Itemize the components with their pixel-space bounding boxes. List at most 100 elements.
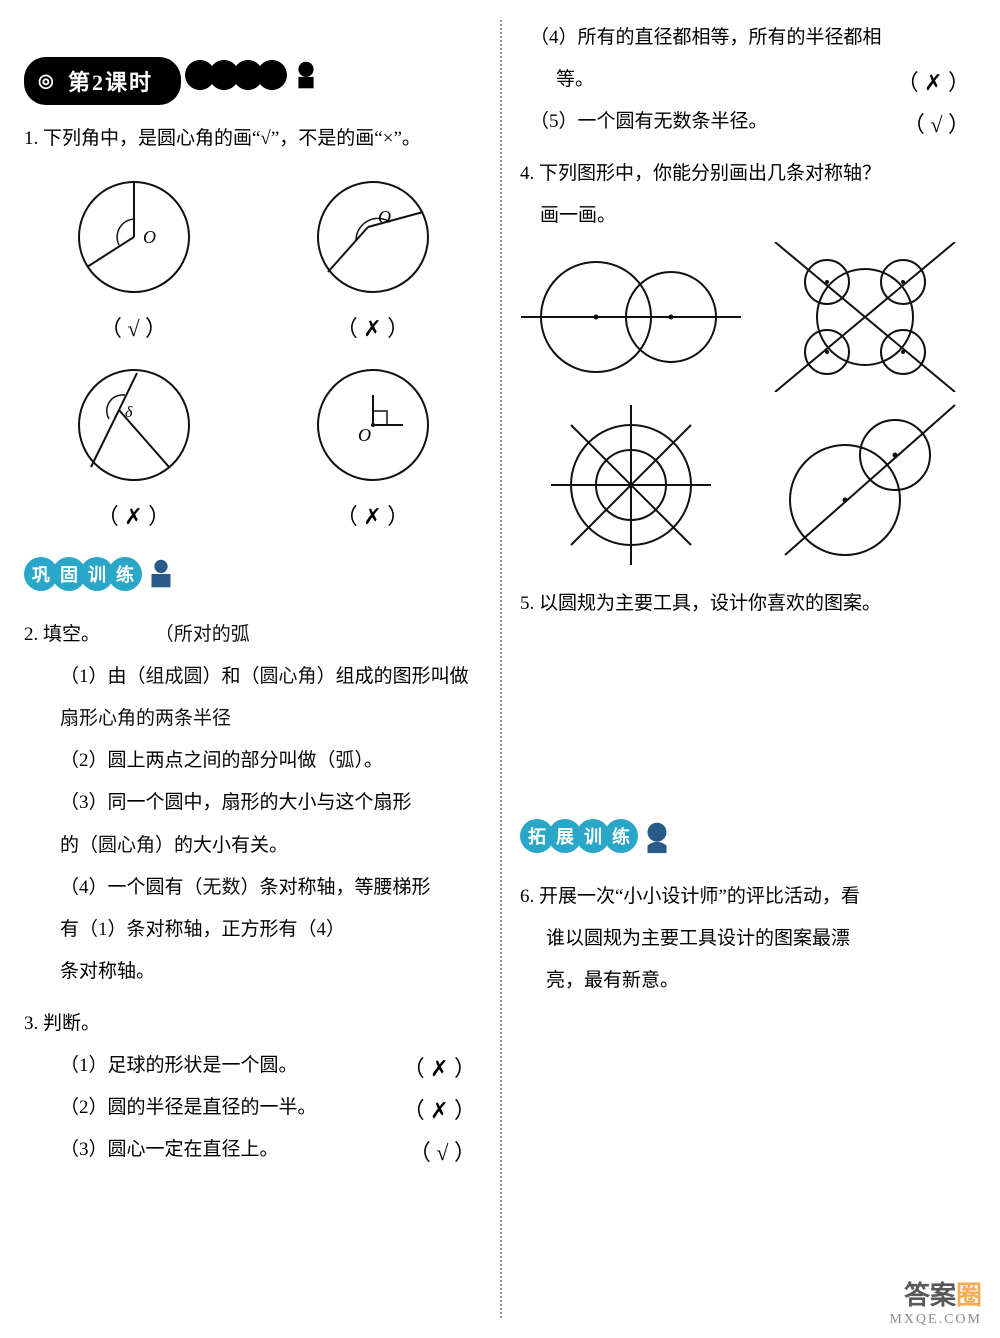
t: ）的大小有关。 — [155, 835, 288, 856]
question-3: 3. 判断。 — [24, 1006, 482, 1042]
blob-blue-icon: 练 — [604, 819, 638, 853]
q1-text: 下列角中，是圆心角的画“√”，不是的画“×”。 — [43, 128, 421, 149]
mark: （ ✗ ） — [403, 1048, 476, 1090]
question-4: 4. 下列图形中，你能分别画出几条对称轴？ — [520, 156, 976, 192]
q1-mark-b: （ ✗ ） — [263, 311, 482, 343]
t: 有（ — [60, 919, 98, 940]
q3-s4: （4）所有的直径都相等，所有的半径都相 — [520, 20, 976, 56]
blob-blue-icon: 练 — [108, 557, 142, 591]
q6-text: 开展一次“小小设计师”的评比活动，看 — [539, 886, 860, 907]
q5-text: 以圆规为主要工具，设计你喜欢的图案。 — [539, 593, 881, 614]
q4-num: 4. — [520, 163, 534, 184]
svg-text:δ: δ — [125, 404, 133, 421]
q2-s3b: 的（圆心角）的大小有关。 — [24, 828, 482, 864]
q3-s3: （3）圆心一定在直径上。 （ √ ） — [24, 1132, 482, 1168]
q4-row1 — [520, 242, 976, 392]
q2-s4b: 有（1）条对称轴，正方形有（4） — [24, 912, 482, 948]
circle-diagram-c: δ — [59, 355, 209, 495]
t: ） — [326, 919, 345, 940]
q1-cell-d: O （ ✗ ） — [263, 355, 482, 531]
t: 条对称轴。 — [60, 961, 155, 982]
t: 亮，最有新意。 — [546, 970, 679, 991]
wm-b: 圈 — [956, 1281, 982, 1310]
t: （4）一个圆有（ — [60, 877, 203, 898]
q2-s2: （2）圆上两点之间的部分叫做（弧）。 — [24, 743, 482, 779]
cartoon-icon — [142, 555, 180, 593]
q1-mark-a: （ √ ） — [24, 311, 243, 343]
q1-num: 1. — [24, 128, 38, 149]
t: （2）圆的半径是直径的一半。 — [60, 1097, 317, 1118]
t: （1）足球的形状是一个圆。 — [60, 1055, 298, 1076]
q3-s2: （2）圆的半径是直径的一半。 （ ✗ ） — [24, 1090, 482, 1126]
q4-text: 下列图形中，你能分别画出几条对称轴？ — [539, 163, 881, 184]
t: ）。 — [355, 750, 384, 771]
q6-text3: 亮，最有新意。 — [520, 963, 976, 999]
ans: 扇形 — [60, 708, 98, 729]
q1-cell-c: δ （ ✗ ） — [24, 355, 243, 531]
q1-cell-b: O （ ✗ ） — [263, 167, 482, 343]
blob-icon — [257, 60, 287, 90]
q4-text2: 画一画。 — [520, 198, 976, 234]
q2-s1: （1）由（组成圆）和（圆心角）组成的图形叫做 — [24, 659, 482, 695]
question-2: 2. 填空。 （所对的弧 — [24, 617, 482, 653]
q1-circle-grid: O （ √ ） O （ ✗ ） — [24, 167, 482, 531]
q3-s1: （1）足球的形状是一个圆。 （ ✗ ） — [24, 1048, 482, 1084]
q6-text2: 谁以圆规为主要工具设计的图案最漂 — [520, 921, 976, 957]
svg-text:O: O — [358, 425, 371, 445]
question-1: 1. 下列角中，是圆心角的画“√”，不是的画“×”。 — [24, 121, 482, 157]
q3-text: 判断。 — [43, 1013, 100, 1034]
q3-s4b: 等。 （ ✗ ） — [520, 62, 976, 98]
cartoon-icon — [287, 56, 325, 94]
ans: 4 — [317, 919, 327, 940]
q5-num: 5. — [520, 593, 534, 614]
q2-hand-top: （所对的弧 — [155, 624, 250, 645]
mark: （ ✗ ） — [897, 62, 970, 104]
ans: 心角的两条半径 — [98, 708, 231, 729]
t: ）和（ — [203, 666, 260, 687]
q1-mark-d: （ ✗ ） — [263, 499, 482, 531]
q4-diagram-c — [521, 400, 741, 570]
q2-s4: （4）一个圆有（无数）条对称轴，等腰梯形 — [24, 870, 482, 906]
wm-a: 答案 — [904, 1281, 956, 1310]
t: ）条对称轴，等腰梯形 — [241, 877, 431, 898]
q2-text: 填空。 — [43, 624, 100, 645]
ans: 弧 — [336, 750, 355, 771]
ans: 圆心角 — [260, 666, 317, 687]
q1-cell-a: O （ √ ） — [24, 167, 243, 343]
cartoon-icon — [638, 817, 676, 855]
ans: 组成圆 — [146, 666, 203, 687]
q1-mark-c: （ ✗ ） — [24, 499, 243, 531]
question-6: 6. 开展一次“小小设计师”的评比活动，看 — [520, 879, 976, 915]
q4-row2 — [520, 400, 976, 570]
section-consolidate: 巩 固 训 练 — [24, 555, 180, 593]
svg-text:O: O — [378, 207, 391, 227]
t: ）条对称轴，正方形有（ — [108, 919, 317, 940]
t: ）组成的图形叫做 — [317, 666, 469, 687]
ans: 1 — [98, 919, 108, 940]
circle-diagram-b: O — [298, 167, 448, 307]
t: （5）一个圆有无数条半径。 — [530, 111, 768, 132]
ans: 无数 — [203, 877, 241, 898]
ans: 圆心角 — [98, 835, 155, 856]
t: 的（ — [60, 835, 98, 856]
wm-url: MXQE.COM — [889, 1312, 982, 1328]
mark: （ ✗ ） — [403, 1090, 476, 1132]
question-5: 5. 以圆规为主要工具，设计你喜欢的图案。 — [520, 586, 976, 622]
q3-s5: （5）一个圆有无数条半径。 （ √ ） — [520, 104, 976, 140]
q2-s1b: 扇形心角的两条半径 — [24, 701, 482, 737]
t: （3）圆心一定在直径上。 — [60, 1139, 279, 1160]
circle-diagram-d: O — [298, 355, 448, 495]
t: 画一画。 — [540, 205, 616, 226]
q3-num: 3. — [24, 1013, 38, 1034]
q2-s4c: 条对称轴。 — [24, 954, 482, 990]
lesson-title: 第2课时 — [68, 70, 153, 95]
t: （3）同一个圆中，扇形的大小与这个扇形 — [60, 792, 412, 813]
t: 等。 — [556, 69, 594, 90]
svg-text:O: O — [143, 227, 156, 247]
t: （1）由（ — [60, 666, 146, 687]
q4-diagram-d — [755, 400, 975, 570]
q6-num: 6. — [520, 886, 534, 907]
section-basic — [185, 56, 325, 94]
mark: （ √ ） — [409, 1132, 476, 1174]
t: （2）圆上两点之间的部分叫做（ — [60, 750, 336, 771]
